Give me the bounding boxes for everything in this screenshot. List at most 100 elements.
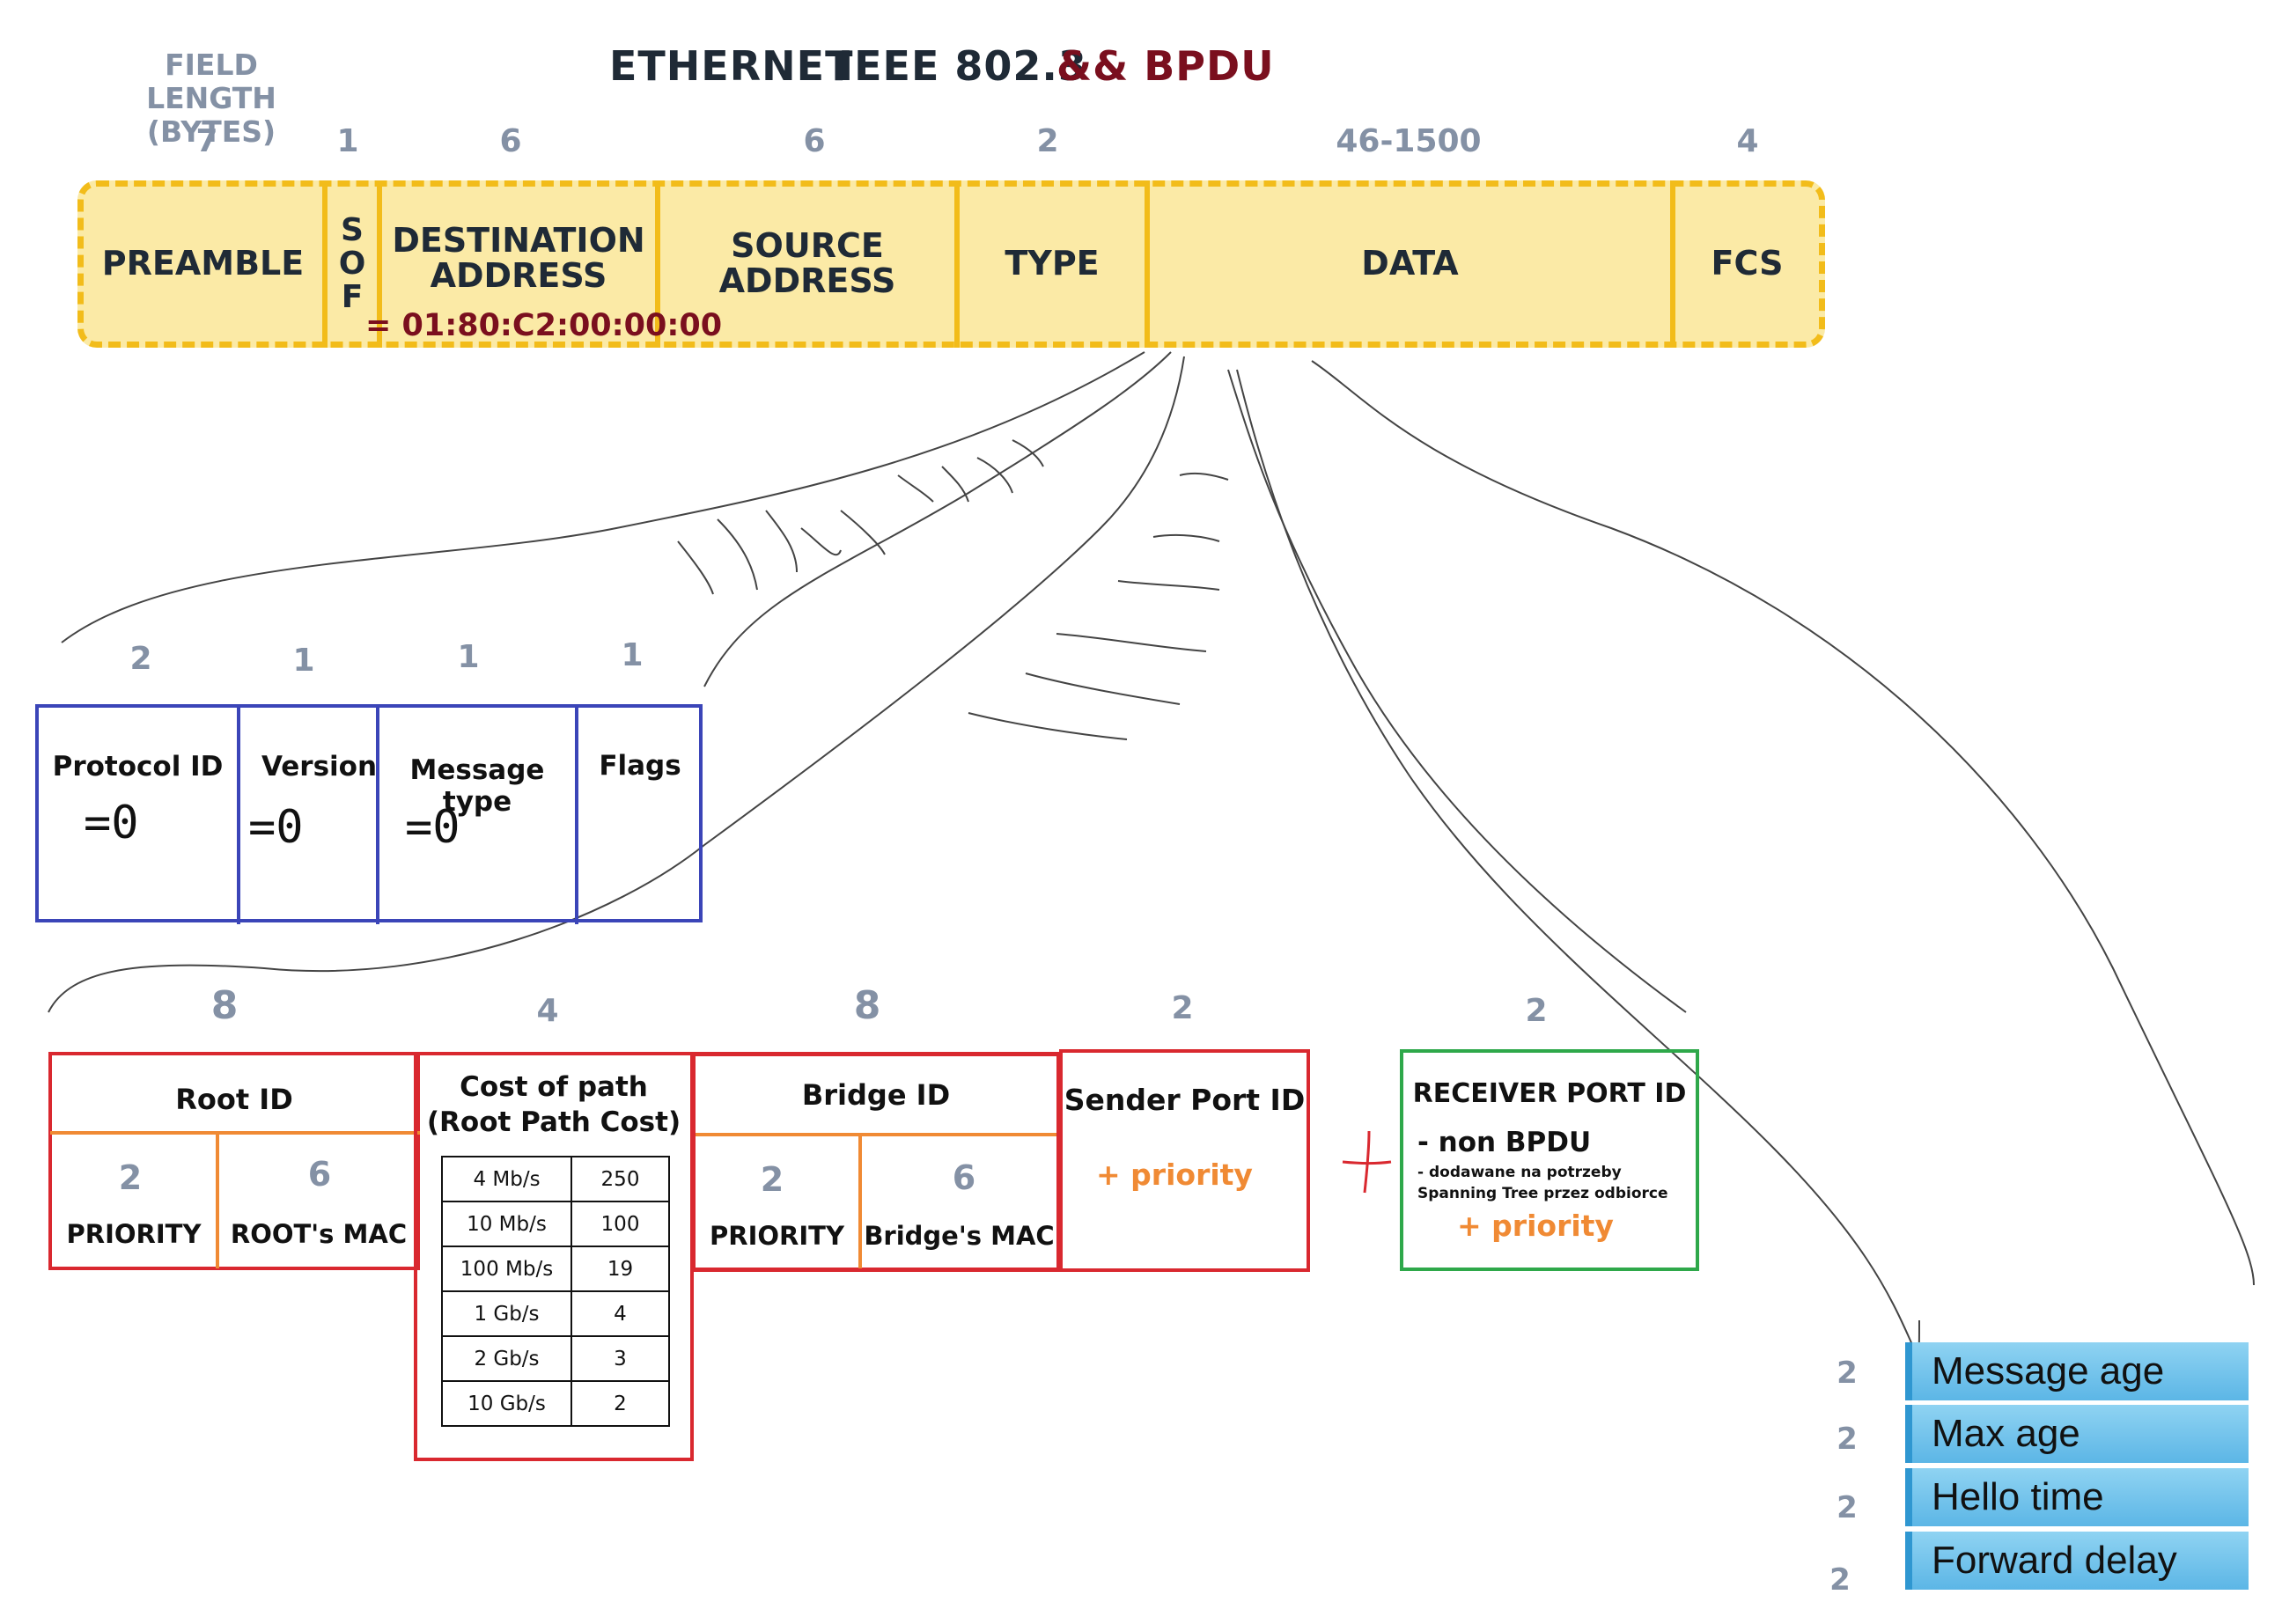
field-data: DATA — [1361, 244, 1459, 283]
length-forward-delay: 2 — [1829, 1562, 1851, 1598]
cost-value: 4 — [570, 1290, 670, 1337]
sketch-curve — [703, 351, 1172, 687]
root-id-label: Root ID — [175, 1083, 293, 1116]
cost-value: 100 — [570, 1201, 670, 1247]
sketch-hatch — [840, 510, 886, 555]
length-flags: 1 — [621, 637, 644, 673]
frame-divider — [377, 180, 382, 348]
sketch-hatch — [677, 540, 714, 595]
protocol-id-value: =0 — [84, 797, 139, 849]
root-id-box — [48, 1052, 420, 1270]
cost-speed: 2 Gb/s — [441, 1335, 572, 1382]
length-destination: 6 — [499, 123, 522, 159]
length-sender-port: 2 — [1171, 990, 1194, 1026]
table-row: 4 Mb/s 250 — [441, 1156, 670, 1202]
title-bpdu: && BPDU — [1056, 42, 1275, 90]
table-row: 10 Gb/s 2 — [441, 1380, 670, 1427]
length-message-age: 2 — [1837, 1356, 1858, 1391]
bridge-id-box — [691, 1052, 1061, 1272]
cost-value: 250 — [570, 1156, 670, 1202]
bridge-mac-label: Bridge's MAC — [864, 1221, 1055, 1251]
cost-speed: 10 Mb/s — [441, 1201, 572, 1247]
message-type-label: Message type — [409, 754, 545, 818]
length-message-type: 1 — [457, 639, 480, 675]
message-type-value: =0 — [405, 801, 460, 854]
sketch-curve — [1236, 369, 1920, 1355]
sketch-hatch — [976, 457, 1013, 494]
sketch-hatch — [1152, 533, 1220, 542]
table-row: 2 Gb/s 3 — [441, 1335, 670, 1382]
sketch-curve — [1227, 369, 1687, 1013]
sketch-curve — [48, 356, 1185, 1013]
length-source: 6 — [803, 123, 826, 159]
length-receiver-port: 2 — [1525, 993, 1548, 1029]
sketch-hatch — [1179, 472, 1229, 481]
length-bridge-priority: 2 — [760, 1160, 784, 1199]
cost-speed: 4 Mb/s — [441, 1156, 572, 1202]
sketch-hatch — [1117, 580, 1220, 591]
sketch-hatch — [1025, 672, 1181, 705]
field-sof: S O F — [338, 212, 366, 315]
cost-value: 3 — [570, 1335, 670, 1382]
cost-speed: 100 Mb/s — [441, 1246, 572, 1292]
length-protocol-id: 2 — [129, 641, 152, 677]
bridge-id-split — [696, 1133, 1056, 1136]
sketch-hatch — [941, 466, 969, 503]
sender-port-box — [1059, 1049, 1310, 1272]
timer-hello-time: Hello time — [1905, 1468, 2249, 1526]
bpdu-header-divider — [575, 704, 578, 924]
field-length-label: FIELD LENGTH (BYTES) — [146, 48, 276, 149]
length-max-age: 2 — [1837, 1422, 1858, 1457]
sketch-hatch — [765, 510, 798, 573]
root-priority-label: PRIORITY — [66, 1219, 202, 1249]
length-cost-of-path: 4 — [536, 993, 559, 1029]
length-root-id: 8 — [210, 983, 239, 1028]
root-id-subdivider — [216, 1135, 219, 1268]
protocol-id-label: Protocol ID — [52, 751, 224, 783]
sketch-curve — [61, 351, 1145, 643]
frame-divider — [1145, 180, 1150, 348]
cost-of-path-label: Cost of path (Root Path Cost) — [426, 1071, 681, 1138]
receiver-port-line1: - non BPDU — [1417, 1127, 1592, 1158]
receiver-port-line3: Spanning Tree przez odbiorce — [1417, 1185, 1668, 1202]
table-row: 10 Mb/s 100 — [441, 1201, 670, 1247]
receiver-port-label: RECEIVER PORT ID — [1412, 1078, 1687, 1109]
length-root-mac: 6 — [307, 1155, 332, 1194]
length-type: 2 — [1036, 123, 1059, 159]
frame-divider — [322, 180, 328, 348]
length-sof: 1 — [336, 123, 359, 159]
bpdu-header-divider — [376, 704, 379, 924]
flags-label: Flags — [599, 750, 681, 782]
plus-sign-drawn — [1342, 1130, 1392, 1194]
title-ieee: IEEE 802.3 — [838, 42, 1087, 90]
receiver-port-line2: - dodawane na potrzeby — [1417, 1164, 1622, 1181]
destination-mac-value: = 01:80:C2:00:00:00 — [365, 308, 723, 343]
frame-divider — [1670, 180, 1675, 348]
bridge-id-label: Bridge ID — [801, 1078, 951, 1112]
cost-speed: 1 Gb/s — [441, 1290, 572, 1337]
field-fcs: FCS — [1711, 244, 1784, 283]
field-destination-address: DESTINATION ADDRESS — [392, 221, 645, 295]
field-type: TYPE — [1005, 244, 1100, 283]
sketch-hatch — [1012, 439, 1044, 467]
length-version: 1 — [292, 643, 315, 679]
root-id-split — [50, 1131, 420, 1135]
cost-value: 2 — [570, 1380, 670, 1427]
bpdu-header-divider — [237, 704, 240, 924]
length-fcs: 4 — [1736, 123, 1759, 159]
field-source-address: SOURCE ADDRESS — [718, 226, 896, 300]
sketch-hatch — [968, 712, 1128, 740]
sketch-hatch — [1056, 633, 1207, 652]
sketch-hatch — [897, 474, 934, 503]
timer-forward-delay: Forward delay — [1905, 1532, 2249, 1590]
bridge-id-subdivider — [858, 1136, 862, 1268]
bpdu-header-box — [35, 704, 703, 922]
sender-port-priority: + priority — [1096, 1157, 1253, 1192]
sketch-curve — [1311, 360, 2255, 1286]
table-row: 1 Gb/s 4 — [441, 1290, 670, 1337]
table-row: 100 Mb/s 19 — [441, 1246, 670, 1292]
length-preamble: 7 — [195, 123, 218, 159]
length-bridge-id: 8 — [853, 983, 881, 1028]
version-value: =0 — [248, 801, 304, 854]
